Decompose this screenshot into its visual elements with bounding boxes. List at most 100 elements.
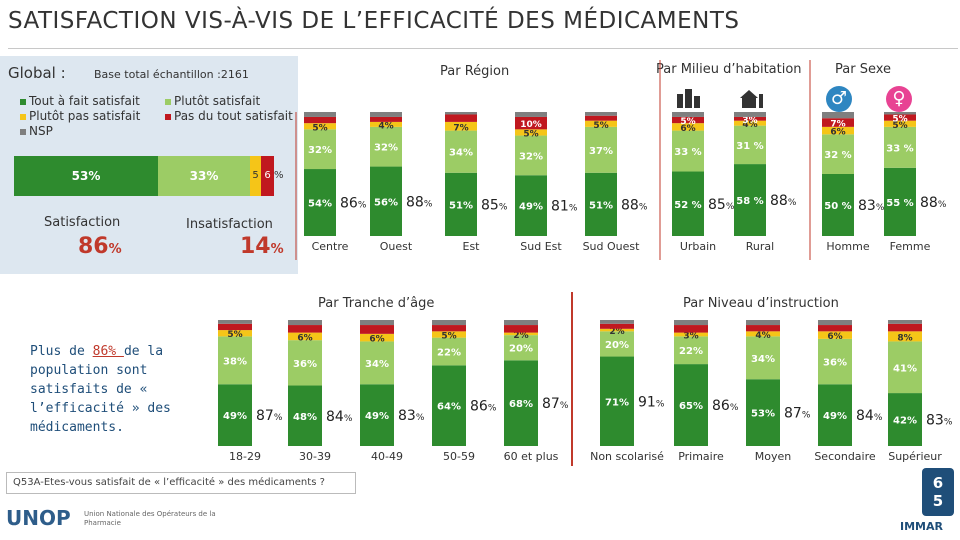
data-label: 7% xyxy=(453,123,468,133)
data-label: 55 % xyxy=(886,198,913,209)
category-label: Centre xyxy=(312,240,349,253)
data-label: 49% xyxy=(223,411,247,422)
bar-segment-pas xyxy=(504,332,538,336)
total-label: 87% xyxy=(256,408,283,424)
bar-segment-pas xyxy=(734,120,766,126)
bar-segment-pas xyxy=(515,129,547,136)
total-label: 83% xyxy=(858,198,885,214)
bar-segment-pas xyxy=(600,328,634,332)
bar-segment-plutot xyxy=(360,341,394,385)
bar-segment-pas-tout xyxy=(432,325,466,332)
data-label: 38% xyxy=(223,356,247,367)
bar-segment-nsp xyxy=(218,320,252,324)
data-label: 20% xyxy=(605,340,629,351)
bar-segment-plutot xyxy=(504,335,538,361)
bar-segment-tout xyxy=(432,365,466,446)
bar-segment-pas-tout xyxy=(818,325,852,332)
data-label: 5% xyxy=(523,129,538,139)
data-label: 49% xyxy=(519,202,543,213)
total-label: 85% xyxy=(708,197,735,213)
bar-segment-pas-tout xyxy=(288,325,322,333)
bar-segment-tout xyxy=(600,356,634,446)
legend-pas-tout: Pas du tout satisfait xyxy=(165,109,293,123)
data-label: 34% xyxy=(449,148,473,159)
data-label: 36% xyxy=(293,359,317,370)
section-title-niveau: Par Niveau d’instruction xyxy=(683,296,839,311)
bar-segment-plutot xyxy=(515,135,547,176)
total-label: 87% xyxy=(542,396,569,412)
total-label: 83% xyxy=(398,408,425,424)
bar-segment-plutot xyxy=(884,126,916,168)
total-label: 91% xyxy=(638,394,665,410)
global-seg-tout: 53% xyxy=(14,156,158,196)
legend-tout: Tout à fait satisfait xyxy=(20,94,140,108)
category-label: Est xyxy=(463,240,481,253)
data-label: 48% xyxy=(293,412,317,423)
category-label: Ouest xyxy=(380,240,413,253)
bar-segment-pas xyxy=(818,331,852,339)
bar-segment-pas xyxy=(432,331,466,338)
total-label: 86% xyxy=(712,398,739,414)
data-label: 5% xyxy=(892,121,907,131)
bar-segment-tout xyxy=(674,364,708,446)
data-label: 6% xyxy=(827,332,842,342)
bar-segment-pas xyxy=(360,333,394,342)
bar-segment-tout xyxy=(288,385,322,446)
category-label: Sud Ouest xyxy=(583,240,641,253)
data-label: 34% xyxy=(751,354,775,365)
data-label: 22% xyxy=(437,348,461,359)
data-label: 41% xyxy=(893,363,917,374)
bar-segment-pas-tout xyxy=(304,116,336,124)
data-label: 6% xyxy=(297,333,312,343)
data-label: 49% xyxy=(823,411,847,422)
bar-segment-nsp xyxy=(888,320,922,324)
bar-segment-nsp xyxy=(746,320,780,326)
bar-segment-pas xyxy=(445,121,477,131)
bar-segment-tout xyxy=(445,172,477,236)
category-label: 18-29 xyxy=(229,450,261,463)
bar-segment-tout xyxy=(585,172,617,236)
bar-segment-pas xyxy=(218,330,252,337)
bar-segment-pas-tout xyxy=(822,118,854,127)
bar-segment-nsp xyxy=(360,320,394,326)
data-label: 20% xyxy=(509,344,533,355)
section-title-milieu: Par Milieu d’habitation xyxy=(656,62,802,77)
bar-segment-pas-tout xyxy=(672,116,704,124)
data-label: 4% xyxy=(378,121,393,131)
total-label: 84% xyxy=(326,409,353,425)
data-label: 3% xyxy=(683,331,698,341)
category-label: Secondaire xyxy=(814,450,876,463)
category-label: Sud Est xyxy=(520,240,562,253)
bar-segment-pas xyxy=(288,332,322,341)
category-label: 30-39 xyxy=(299,450,331,463)
category-label: Non scolarisé xyxy=(590,450,664,463)
data-label: 36% xyxy=(823,358,847,369)
question-text: Q53A-Etes-vous satisfait de « l’efficaci… xyxy=(6,472,356,494)
bar-segment-tout xyxy=(515,175,547,236)
bar-segment-pas-tout xyxy=(674,325,708,333)
global-label: Global : xyxy=(8,64,66,82)
insatisfaction-value: 14% xyxy=(240,234,284,259)
bar-segment-pas-tout xyxy=(734,116,766,121)
data-label: 6% xyxy=(680,124,695,134)
data-label: 34% xyxy=(365,359,389,370)
bar-segment-tout xyxy=(734,164,766,236)
category-label: 50-59 xyxy=(443,450,475,463)
category-label: Primaire xyxy=(678,450,724,463)
data-label: 32 % xyxy=(824,150,851,161)
bar-segment-nsp xyxy=(432,320,466,326)
bar-segment-pas-tout xyxy=(888,323,922,332)
data-label: 52 % xyxy=(674,200,701,211)
bar-segment-tout xyxy=(304,169,336,236)
data-label: 4% xyxy=(742,120,757,130)
bar-segment-tout xyxy=(888,393,922,446)
data-label: 3% xyxy=(742,116,757,126)
data-label: 5% xyxy=(593,121,608,131)
data-label: 32% xyxy=(519,151,543,162)
category-label: Supérieur xyxy=(888,450,942,463)
data-label: 10% xyxy=(520,120,542,130)
bar-segment-nsp xyxy=(600,320,634,324)
bar-segment-plutot xyxy=(672,130,704,172)
bar-segment-pas-tout xyxy=(585,115,617,121)
